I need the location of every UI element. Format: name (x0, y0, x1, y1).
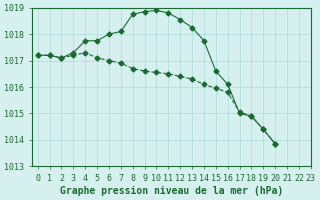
X-axis label: Graphe pression niveau de la mer (hPa): Graphe pression niveau de la mer (hPa) (60, 186, 283, 196)
